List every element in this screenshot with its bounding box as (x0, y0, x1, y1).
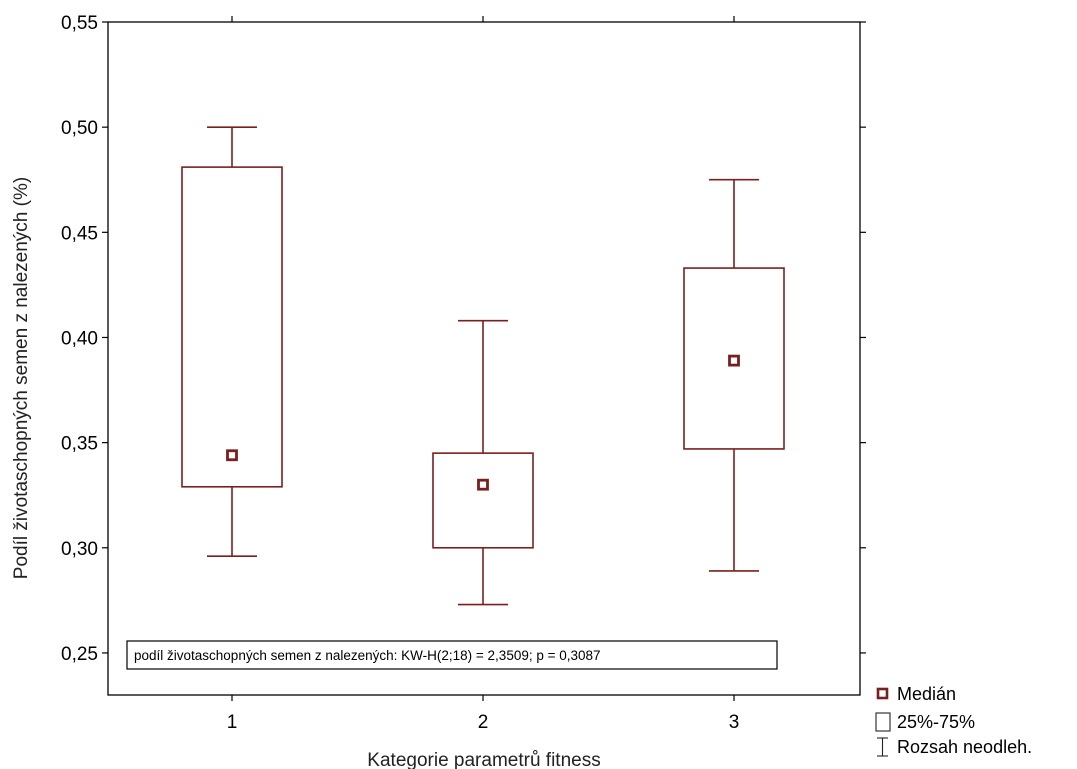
y-axis-title: Podíl životaschopných semen z nalezených… (11, 177, 32, 579)
legend-box-symbol (875, 712, 891, 732)
legend-whisker-symbol (877, 737, 888, 757)
box-category-3 (683, 178, 785, 572)
x-tick-label: 1 (227, 712, 238, 733)
y-tick-label: 0,35 (61, 434, 98, 455)
median-marker (226, 449, 238, 462)
x-tick-label: 2 (478, 712, 489, 733)
y-tick-label: 0,50 (61, 118, 98, 139)
x-axis-title: Kategorie parametrů fitness (367, 750, 600, 769)
stat-annotation: podíl životaschopných semen z nalezených… (126, 640, 778, 670)
y-tick-label: 0,25 (61, 644, 98, 665)
x-tick-label: 3 (729, 712, 740, 733)
plot-area-frame (107, 21, 861, 696)
y-tick-label: 0,45 (61, 223, 98, 244)
median-marker (477, 478, 489, 491)
stat-annotation-text: podíl životaschopných semen z nalezených… (134, 648, 601, 663)
box-category-1 (181, 126, 283, 557)
legend-median-label: Medián (897, 684, 956, 704)
legend-whisker-label: Rozsah neodleh. (897, 737, 1032, 757)
box-iqr (432, 452, 534, 549)
y-tick-label: 0,40 (61, 328, 98, 349)
box-iqr (181, 166, 283, 488)
boxes-layer (181, 126, 785, 606)
median-marker (728, 354, 740, 367)
legend-box-label: 25%-75% (897, 712, 975, 732)
y-tick-label: 0,55 (61, 13, 98, 34)
y-axis: 0,25 0,30 0,35 0,40 0,45 0,50 0,55 (61, 13, 866, 665)
y-tick-label: 0,30 (61, 539, 98, 560)
box-category-2 (432, 319, 534, 606)
legend-median-symbol (876, 687, 889, 700)
legend: Medián 25%-75% Rozsah neodleh. (875, 684, 1032, 757)
x-axis: 1 2 3 (227, 16, 740, 733)
stat-annotation-box (126, 640, 778, 670)
